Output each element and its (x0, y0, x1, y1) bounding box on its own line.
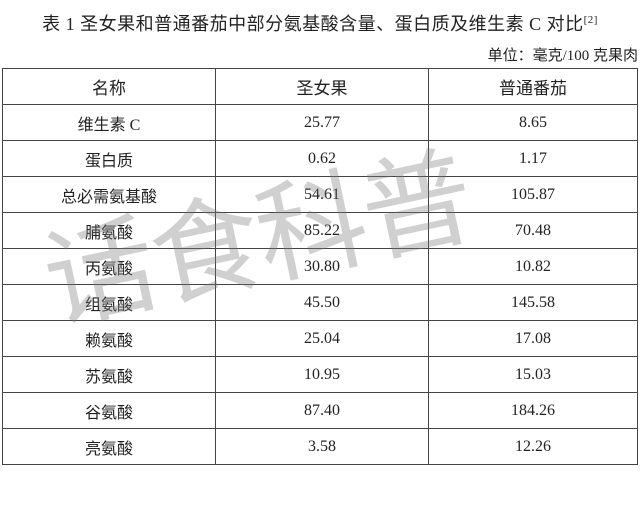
reference-mark: [2] (583, 14, 598, 26)
table-row: 谷氨酸 87.40 184.26 (2, 392, 638, 429)
table-row: 维生素 C 25.77 8.65 (2, 104, 638, 141)
title-text: 表 1 圣女果和普通番茄中部分氨基酸含量、蛋白质及维生素 C 对比 (42, 14, 584, 34)
table-row: 苏氨酸 10.95 15.03 (2, 356, 638, 393)
cell-tomato: 70.48 (428, 212, 638, 249)
cell-name: 丙氨酸 (2, 248, 216, 285)
cell-cherry-tomato: 3.58 (215, 428, 429, 465)
header-cherry-tomato: 圣女果 (215, 68, 429, 105)
cell-name: 总必需氨基酸 (2, 176, 216, 213)
table-row: 赖氨酸 25.04 17.08 (2, 320, 638, 357)
cell-name: 脯氨酸 (2, 212, 216, 249)
cell-name: 亮氨酸 (2, 428, 216, 465)
cell-name: 苏氨酸 (2, 356, 216, 393)
cell-tomato: 145.58 (428, 284, 638, 321)
cell-cherry-tomato: 25.04 (215, 320, 429, 357)
cell-cherry-tomato: 30.80 (215, 248, 429, 285)
cell-name: 谷氨酸 (2, 392, 216, 429)
cell-tomato: 105.87 (428, 176, 638, 213)
table-row: 蛋白质 0.62 1.17 (2, 140, 638, 177)
cell-tomato: 17.08 (428, 320, 638, 357)
cell-name: 维生素 C (2, 104, 216, 141)
cell-cherry-tomato: 0.62 (215, 140, 429, 177)
cell-cherry-tomato: 85.22 (215, 212, 429, 249)
table-title: 表 1 圣女果和普通番茄中部分氨基酸含量、蛋白质及维生素 C 对比[2] (0, 10, 640, 36)
cell-tomato: 15.03 (428, 356, 638, 393)
cell-name: 组氨酸 (2, 284, 216, 321)
cell-cherry-tomato: 10.95 (215, 356, 429, 393)
cell-cherry-tomato: 45.50 (215, 284, 429, 321)
unit-label: 单位：毫克/100 克果肉 (487, 48, 638, 64)
table-row: 组氨酸 45.50 145.58 (2, 284, 638, 321)
cell-cherry-tomato: 87.40 (215, 392, 429, 429)
cell-tomato: 8.65 (428, 104, 638, 141)
header-row: 名称 圣女果 普通番茄 (2, 68, 638, 105)
cell-tomato: 12.26 (428, 428, 638, 465)
cell-tomato: 1.17 (428, 140, 638, 177)
cell-tomato: 184.26 (428, 392, 638, 429)
table-row: 脯氨酸 85.22 70.48 (2, 212, 638, 249)
table-row: 丙氨酸 30.80 10.82 (2, 248, 638, 285)
cell-name: 蛋白质 (2, 140, 216, 177)
header-tomato: 普通番茄 (428, 68, 638, 105)
cell-name: 赖氨酸 (2, 320, 216, 357)
cell-cherry-tomato: 25.77 (215, 104, 429, 141)
header-name: 名称 (2, 68, 216, 105)
cell-cherry-tomato: 54.61 (215, 176, 429, 213)
cell-tomato: 10.82 (428, 248, 638, 285)
comparison-table: 名称 圣女果 普通番茄 维生素 C 25.77 8.65 蛋白质 0.62 1.17 总必需… (2, 68, 638, 465)
table-row: 亮氨酸 3.58 12.26 (2, 428, 638, 465)
table-row: 总必需氨基酸 54.61 105.87 (2, 176, 638, 213)
